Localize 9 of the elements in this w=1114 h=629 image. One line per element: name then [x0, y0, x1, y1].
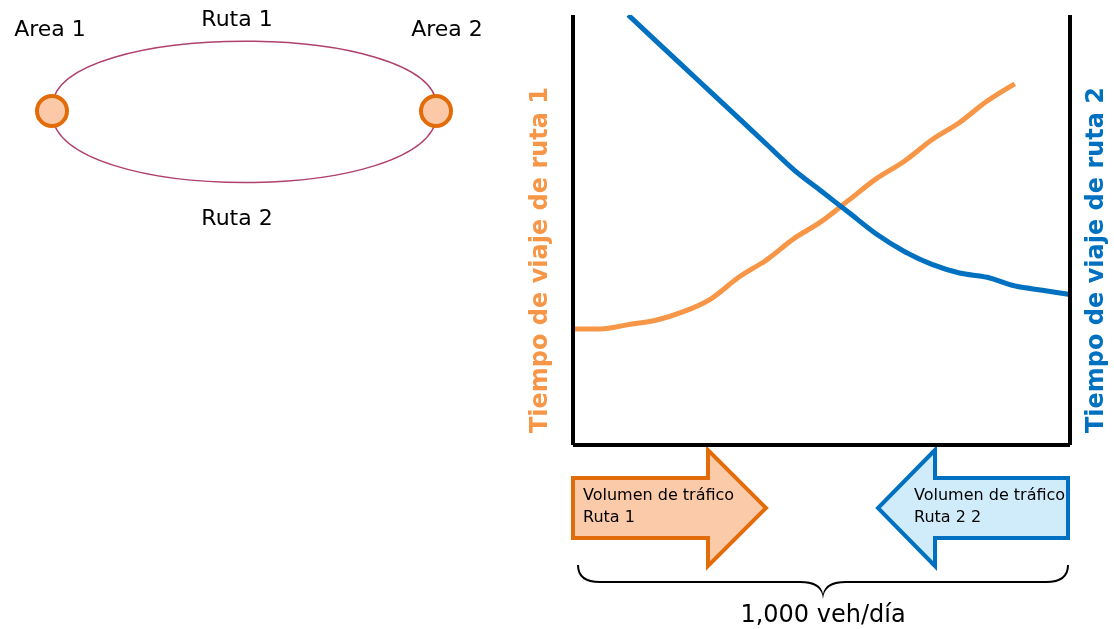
text: Volumen de tráfico Ruta 1 — [583, 485, 735, 526]
y-axis-title: Tiempo de viaje de ruta 1 — [525, 86, 553, 434]
text: 1,000 veh/día — [740, 600, 906, 628]
text: Ruta 1 — [201, 6, 273, 31]
text: Ruta 2 — [201, 205, 273, 230]
y2-axis-title: Tiempo de viaje de ruta 2 — [1081, 86, 1109, 434]
text: Area 2 — [411, 16, 483, 41]
text: Volumen de tráfico Ruta 2 2 — [914, 485, 1066, 526]
text: Area 1 — [14, 16, 86, 41]
